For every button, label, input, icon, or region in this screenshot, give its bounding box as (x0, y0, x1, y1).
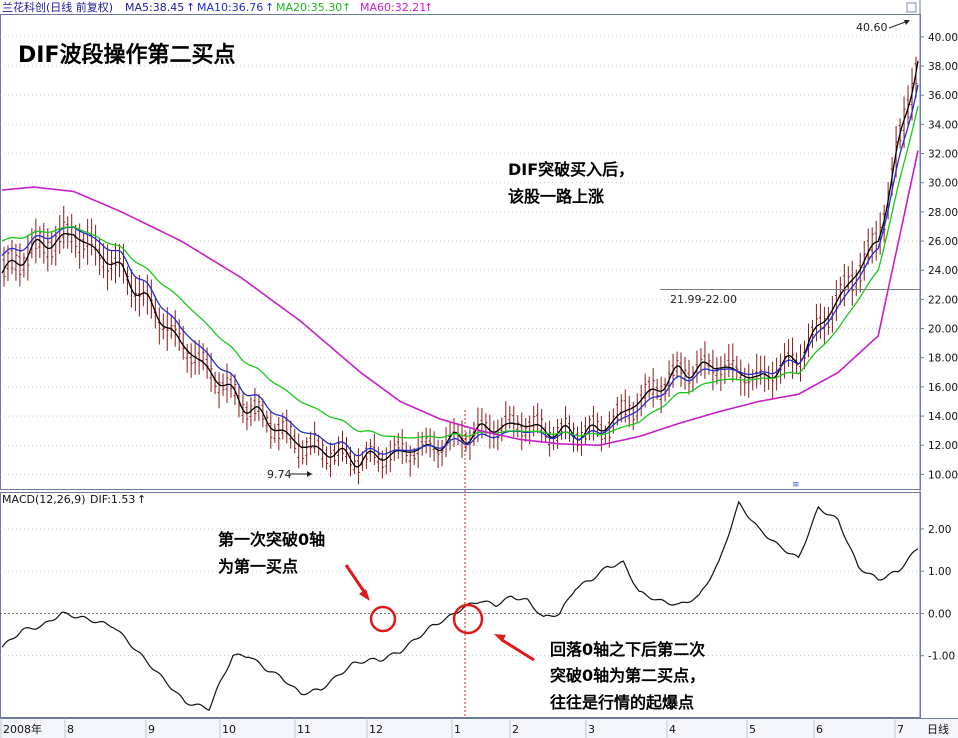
dif-arrow: ↑ (137, 493, 146, 506)
window-toggle-icon[interactable] (906, 2, 917, 13)
ma20-arrow: ↑ (342, 1, 351, 14)
ma20-line (1, 105, 919, 439)
macd-tick-label: -1.00 (928, 651, 955, 663)
second-cross-line3: 往往是行情的起爆点 (550, 693, 694, 712)
second-cross-circle (452, 603, 484, 635)
price-tick-label: 24.00 (928, 265, 958, 277)
chart-title: DIF波段操作第二买点 (18, 42, 235, 68)
ma5-line (1, 60, 919, 468)
price-tick-label: 16.00 (928, 382, 958, 394)
high-price-label: 40.60 (856, 21, 888, 34)
second-cross-line2: 突破0轴为第二买点， (550, 666, 705, 685)
ma60-value: MA60:32.21 (360, 1, 426, 14)
price-tick-label: 34.00 (928, 119, 958, 131)
high-price-arrow (888, 20, 909, 29)
ma10-line (1, 84, 919, 457)
price-tick-label: 14.00 (928, 411, 958, 423)
price-tick-label: 12.00 (928, 440, 958, 452)
price-tick-label: 30.00 (928, 178, 958, 190)
price-tick-label: 26.00 (928, 236, 958, 248)
stock-name: 兰花科创(日线 前复权) (2, 0, 113, 14)
date-axis-bg (0, 718, 958, 738)
first-cross-arrowhead (359, 589, 370, 601)
second-cross-line1: 回落0轴之下后第二次 (550, 640, 705, 659)
price-tick-label: 20.00 (928, 324, 958, 336)
date-tick-label: 4 (669, 723, 676, 736)
price-tick-label: 32.00 (928, 149, 958, 161)
price-tick-label: 36.00 (928, 90, 958, 102)
dif-value: DIF:1.53 (90, 493, 135, 506)
dif-line (1, 500, 919, 711)
date-axis-ticks: 2008年 8 9 10 11 12 1 2 3 4 5 6 7 (0, 718, 904, 738)
price-tick-label: 38.00 (928, 61, 958, 73)
range-label: 21.99-22.00 (670, 293, 737, 306)
date-tick-label: 5 (749, 723, 756, 736)
macd-label: MACD(12,26,9) (2, 493, 86, 506)
date-tick-label: 7 (897, 723, 904, 736)
ma10-arrow: ↑ (265, 1, 274, 14)
price-tick-label: 10.00 (928, 469, 958, 481)
price-tick-label: 22.00 (928, 294, 958, 306)
first-cross-line1: 第一次突破0轴 (218, 530, 325, 549)
ma20-value: MA20:35.30 (276, 1, 342, 14)
date-tick-label: 8 (67, 723, 74, 736)
low-price-label: 9.74 (267, 468, 292, 481)
date-tick-label: 10 (222, 723, 236, 736)
date-tick-label: 6 (816, 723, 823, 736)
price-tick-label: 28.00 (928, 207, 958, 219)
date-tick-label: 2008年 (3, 722, 42, 736)
moving-average-lines (1, 60, 919, 468)
macd-panel-frame (0, 492, 921, 718)
second-cross-arrow (501, 638, 535, 662)
ma5-value: MA5:38.45 (125, 1, 184, 14)
first-cross-arrow (344, 564, 367, 594)
macd-axis-ticks: -1.00 0.00 1.00 2.00 (920, 524, 955, 663)
date-tick-label: 11 (297, 723, 311, 736)
price-tick-label: 18.00 (928, 353, 958, 365)
dif-note-line1: DIF突破买入后， (508, 160, 634, 179)
first-cross-circle (369, 605, 397, 633)
date-tick-label: 12 (369, 723, 383, 736)
dif-note-line2: 该股一路上涨 (508, 187, 604, 206)
marker-glyph: ≡ (792, 480, 800, 490)
macd-tick-label: 2.00 (928, 524, 951, 536)
ma10-value: MA10:36.76 (197, 1, 263, 14)
high-price-arrowhead (904, 20, 910, 25)
price-tick-label: 40.00 (928, 32, 958, 44)
price-axis-ticks: 10.00 12.00 14.00 16.00 18.00 20.00 22.00 24.00… (920, 32, 958, 481)
date-tick-label: 2 (512, 723, 519, 736)
date-tick-label: 1 (454, 723, 461, 736)
low-price-arrowhead (307, 471, 312, 477)
ma5-arrow: ↑ (186, 1, 195, 14)
date-tick-label: 9 (148, 723, 155, 736)
ma60-arrow: ↑ (424, 1, 433, 14)
price-grid (0, 36, 920, 475)
first-cross-line2: 为第一买点 (218, 557, 298, 576)
second-cross-arrowhead (494, 634, 506, 642)
ma60-line (1, 150, 919, 446)
date-tick-label: 3 (588, 723, 595, 736)
timeframe-label: 日线 (927, 722, 949, 736)
macd-tick-label: 0.00 (928, 608, 951, 620)
macd-tick-label: 1.00 (928, 566, 951, 578)
price-panel-frame (0, 14, 921, 490)
macd-grid (0, 528, 920, 657)
dif-line-group (1, 500, 919, 711)
